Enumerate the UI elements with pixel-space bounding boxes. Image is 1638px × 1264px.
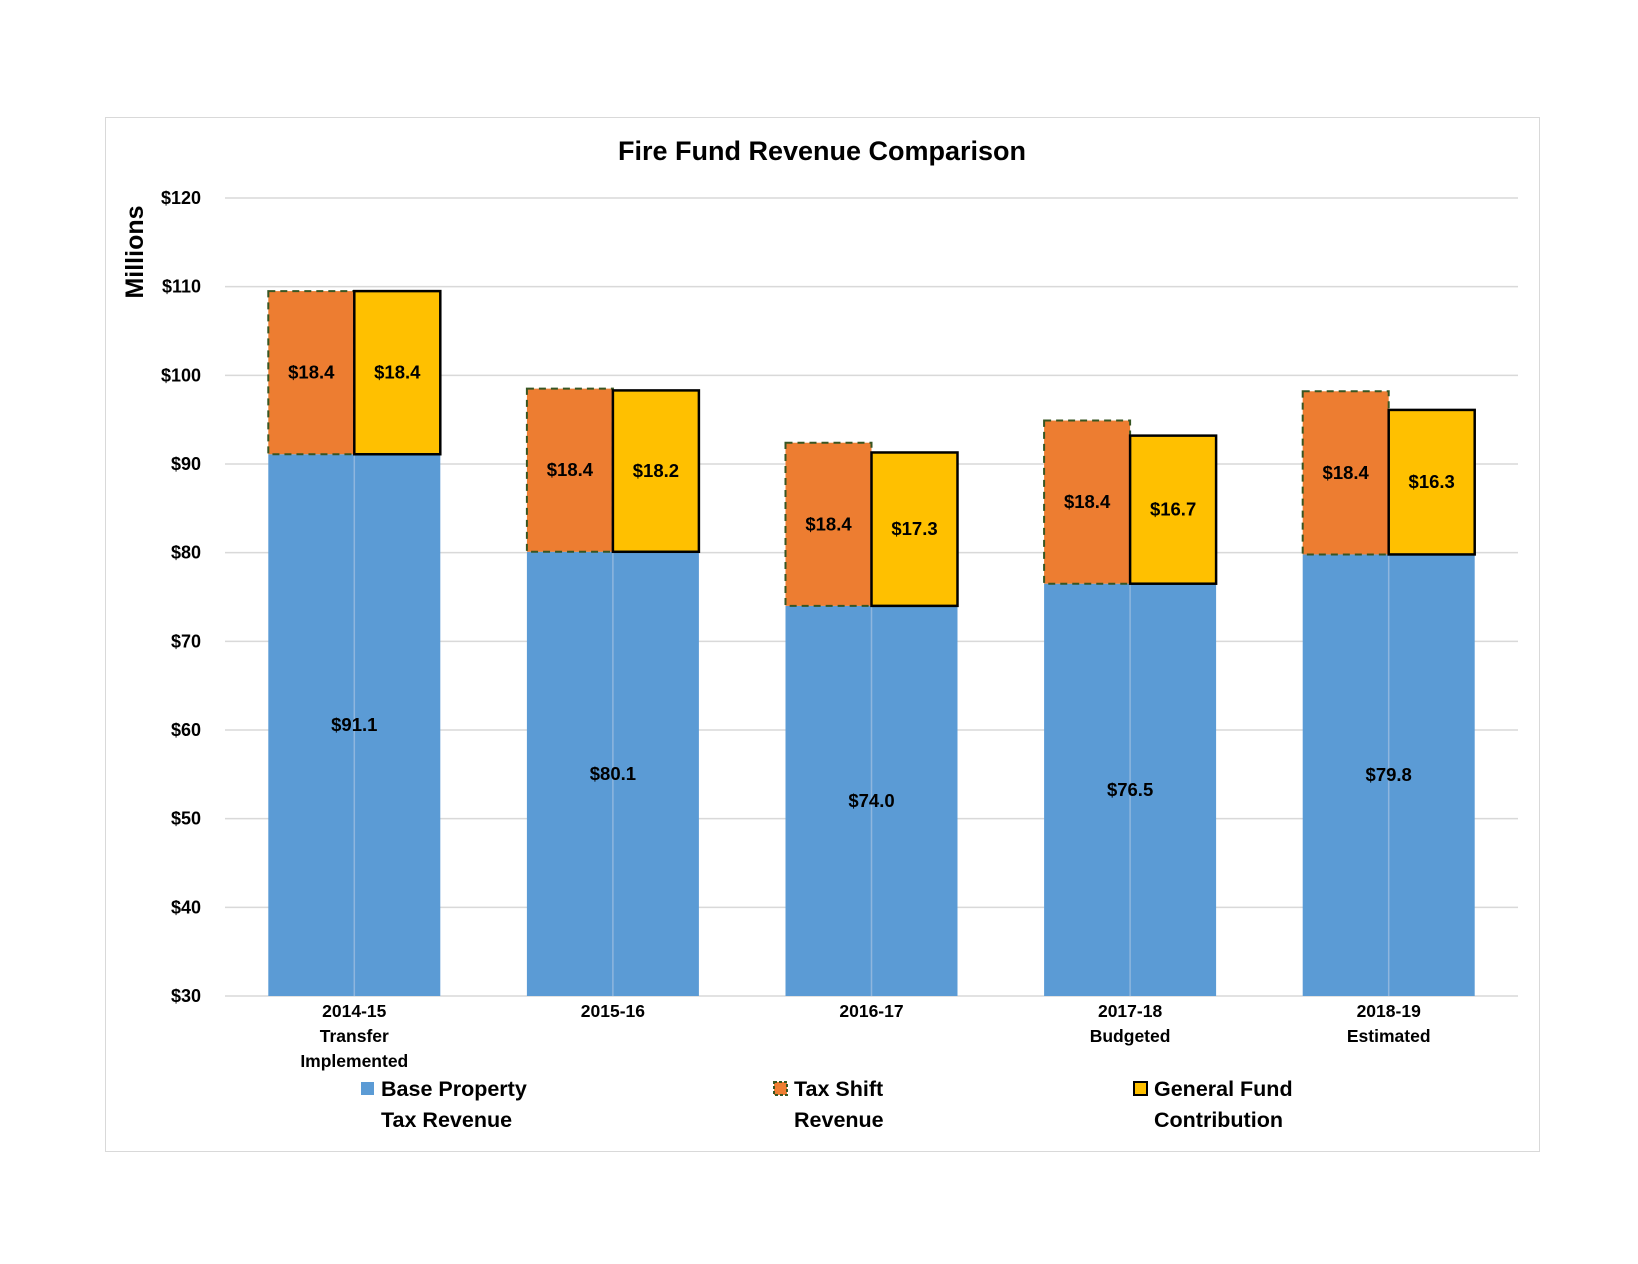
x-tick-label-line: 2017-18 <box>1098 1001 1162 1021</box>
legend: Base Property Tax Revenue Tax Shift Revenue… <box>361 1077 1293 1132</box>
x-axis-categories: 2014-15 Transfer Implemented 2015-16 2016-17… <box>300 1001 1430 1071</box>
bar-general-fund <box>1387 408 1476 556</box>
x-tick-label-line: Estimated <box>1347 1026 1431 1046</box>
x-tick-label-line: 2016-17 <box>839 1001 903 1021</box>
bar-tax-shift <box>1301 390 1390 556</box>
legend-label-line: General Fund <box>1154 1077 1293 1101</box>
y-axis-ticks: $30 $40 $50 $60 $70 $80 $90 $100 $110 $120 <box>161 188 201 1006</box>
data-label-base: $91.1 <box>331 714 377 735</box>
bar-general-fund <box>611 389 701 554</box>
x-tick-label: 2015-16 <box>581 1001 645 1021</box>
legend-swatch <box>1133 1081 1148 1096</box>
x-tick-label-line: 2014-15 <box>322 1001 386 1021</box>
data-label-tax-shift: $18.4 <box>288 362 335 383</box>
bar-general-fund <box>353 289 442 456</box>
x-tick-label-line: Transfer <box>320 1026 389 1046</box>
y-tick-label: $100 <box>161 365 201 385</box>
y-tick-label: $30 <box>171 986 201 1006</box>
bar-tax-shift <box>525 387 614 553</box>
bar-tax-shift <box>1043 419 1132 585</box>
data-label-base: $74.0 <box>848 790 894 811</box>
x-tick-label-line: 2018-19 <box>1357 1001 1421 1021</box>
legend-label-line: Tax Revenue <box>381 1108 512 1132</box>
legend-swatch <box>361 1082 374 1095</box>
x-tick-label: 2018-19 Estimated <box>1347 1001 1431 1046</box>
data-label-base: $79.8 <box>1366 764 1412 785</box>
x-tick-label-line: Budgeted <box>1090 1026 1171 1046</box>
bars <box>267 289 1476 996</box>
data-label-tax-shift: $18.4 <box>1064 491 1111 512</box>
y-tick-label: $40 <box>171 897 201 917</box>
y-axis-label: Millions <box>121 205 149 298</box>
y-tick-label: $60 <box>171 720 201 740</box>
y-tick-label: $90 <box>171 454 201 474</box>
data-label-general-fund: $18.4 <box>374 362 421 383</box>
legend-label-line: Tax Shift <box>794 1077 883 1101</box>
data-label-tax-shift: $18.4 <box>547 459 594 480</box>
data-label-tax-shift: $18.4 <box>1323 462 1370 483</box>
data-label-base: $76.5 <box>1107 779 1153 800</box>
data-label-general-fund: $16.3 <box>1409 471 1455 492</box>
legend-label: Tax Shift Revenue <box>794 1077 884 1132</box>
y-tick-label: $70 <box>171 631 201 651</box>
bar-general-fund <box>870 451 959 608</box>
bar-general-fund <box>1128 434 1218 585</box>
x-tick-label: 2014-15 Transfer Implemented <box>300 1001 408 1071</box>
data-label-tax-shift: $18.4 <box>805 513 852 534</box>
data-label-general-fund: $18.2 <box>633 460 679 481</box>
legend-label: Base Property Tax Revenue <box>381 1077 527 1132</box>
legend-label: General Fund Contribution <box>1154 1077 1293 1132</box>
data-label-base: $80.1 <box>590 763 636 784</box>
legend-label-line: Contribution <box>1154 1108 1283 1132</box>
data-label-general-fund: $16.7 <box>1150 499 1196 520</box>
x-tick-label: 2016-17 <box>839 1001 903 1021</box>
chart-title: Fire Fund Revenue Comparison <box>618 136 1026 166</box>
y-tick-label: $120 <box>161 188 201 208</box>
y-tick-label: $80 <box>171 543 201 563</box>
x-tick-label-line: Implemented <box>300 1051 408 1071</box>
y-tick-label: $110 <box>162 277 201 297</box>
data-labels: $91.1 $18.4 $18.4 $80.1 $18.4 $18.2 $74.0 $18.4… <box>288 362 1455 811</box>
legend-label-line: Revenue <box>794 1108 884 1132</box>
x-tick-label-line: 2015-16 <box>581 1001 645 1021</box>
y-tick-label: $50 <box>171 809 201 829</box>
x-tick-label: 2017-18 Budgeted <box>1090 1001 1171 1046</box>
data-label-general-fund: $17.3 <box>891 518 937 539</box>
bar-tax-shift <box>267 290 356 456</box>
legend-swatch <box>773 1081 788 1096</box>
bar-tax-shift <box>784 441 873 607</box>
legend-label-line: Base Property <box>381 1077 527 1101</box>
